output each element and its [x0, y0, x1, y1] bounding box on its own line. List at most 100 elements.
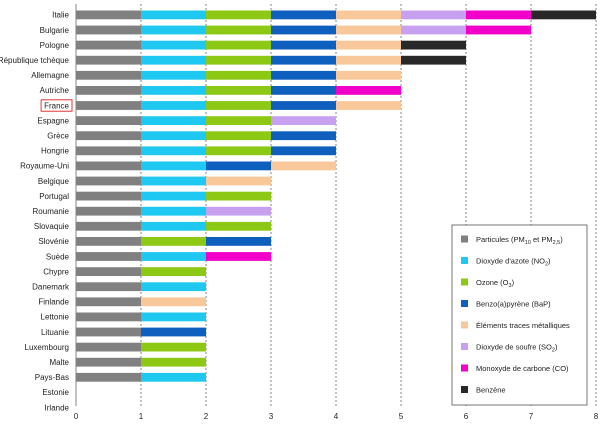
bar-2-4 [336, 40, 401, 50]
bar-0-3 [271, 10, 336, 20]
bar-1-3 [271, 25, 336, 35]
bar-23-2 [141, 357, 206, 367]
x-tick-label-7: 7 [529, 412, 534, 421]
bar-7-5 [271, 116, 336, 125]
legend-label: Éléments traces métalliques [476, 321, 570, 330]
bar-9-0 [76, 146, 141, 156]
bar-16-0 [76, 252, 141, 261]
legend-label: Dioxyde d'azote (NO2) [476, 257, 551, 268]
bar-11-0 [76, 176, 141, 186]
legend-swatch [461, 386, 468, 393]
bar-2-1 [141, 40, 206, 50]
bar-18-1 [141, 282, 206, 292]
bar-11-4 [206, 176, 271, 186]
category-label: Chypre [43, 267, 69, 276]
bar-13-0 [76, 206, 141, 216]
bar-16-1 [141, 252, 206, 261]
bar-7-2 [206, 116, 271, 125]
bar-23-0 [76, 357, 141, 367]
legend-swatch [461, 321, 468, 329]
category-label: Irlande [45, 403, 70, 412]
bar-11-1 [141, 176, 206, 186]
bar-1-0 [76, 25, 141, 35]
category-label: Grèce [47, 132, 69, 141]
bar-9-2 [206, 146, 271, 156]
bar-5-6 [336, 86, 401, 95]
bar-3-3 [271, 55, 336, 65]
category-label: Espagne [37, 116, 69, 125]
category-label: Slovaquie [34, 222, 70, 231]
legend-swatch [461, 257, 468, 264]
bar-12-2 [206, 191, 271, 201]
bar-8-0 [76, 131, 141, 141]
category-highlight-box [40, 99, 73, 112]
legend-swatch [461, 300, 468, 307]
legend-label: Ozone (O3) [476, 278, 515, 289]
category-label: Royaume-Uni [20, 162, 69, 171]
bar-22-0 [76, 342, 141, 352]
bar-1-6 [466, 25, 531, 35]
category-label: Portugal [39, 192, 69, 201]
category-label: Malte [49, 358, 69, 367]
bar-4-4 [336, 70, 401, 80]
bar-8-2 [206, 131, 271, 141]
category-label: Suède [46, 252, 70, 261]
bar-4-1 [141, 70, 206, 80]
bar-9-3 [271, 146, 336, 156]
category-label: Italie [52, 11, 69, 20]
category-label: Lettonie [41, 313, 70, 322]
bar-0-1 [141, 10, 206, 20]
bar-3-1 [141, 55, 206, 65]
bar-6-1 [141, 101, 206, 110]
bar-12-1 [141, 191, 206, 201]
bar-2-2 [206, 40, 271, 50]
bar-6-0 [76, 101, 141, 110]
bar-15-0 [76, 237, 141, 246]
bar-10-4 [271, 161, 336, 171]
category-label: Belgique [38, 177, 70, 186]
category-label: Allemagne [31, 71, 69, 80]
bar-5-0 [76, 86, 141, 95]
category-label: Pays-Bas [35, 373, 69, 382]
bar-10-3 [206, 161, 271, 171]
bar-5-3 [271, 86, 336, 95]
bar-16-6 [206, 252, 271, 261]
bar-24-0 [76, 372, 141, 382]
legend-label: Dioxyde de soufre (SO2) [476, 343, 558, 354]
bar-12-0 [76, 191, 141, 201]
bar-10-0 [76, 161, 141, 171]
bar-3-0 [76, 55, 141, 65]
bar-15-2 [141, 237, 206, 246]
bar-19-4 [141, 297, 206, 307]
x-tick-label-6: 6 [464, 412, 469, 421]
bar-1-2 [206, 25, 271, 35]
bar-14-2 [206, 221, 271, 231]
bar-6-4 [336, 101, 401, 110]
x-tick-label-0: 0 [74, 412, 79, 421]
bar-0-2 [206, 10, 271, 20]
legend-swatch [461, 343, 468, 350]
bar-1-5 [401, 25, 466, 35]
bar-4-2 [206, 70, 271, 80]
category-label: Danemark [32, 283, 70, 292]
bar-17-2 [141, 267, 206, 276]
legend-swatch [461, 278, 468, 286]
bar-13-1 [141, 206, 206, 216]
legend-box [451, 224, 588, 406]
bar-14-0 [76, 221, 141, 231]
bar-1-4 [336, 25, 401, 35]
x-tick-label-3: 3 [269, 412, 274, 421]
bar-22-2 [141, 342, 206, 352]
legend-swatch [461, 364, 468, 372]
bar-20-1 [141, 312, 206, 322]
bar-17-0 [76, 267, 141, 276]
bar-7-0 [76, 116, 141, 125]
legend-label: Particules (PM10 et PM2,5) [476, 235, 563, 246]
category-label: Roumanie [33, 207, 70, 216]
bar-18-0 [76, 282, 141, 292]
x-tick-label-8: 8 [594, 412, 599, 421]
legend-label: Monoxyde de carbone (CO) [476, 364, 569, 373]
category-label: Bulgarie [40, 26, 70, 35]
category-label: Estonie [42, 388, 69, 397]
